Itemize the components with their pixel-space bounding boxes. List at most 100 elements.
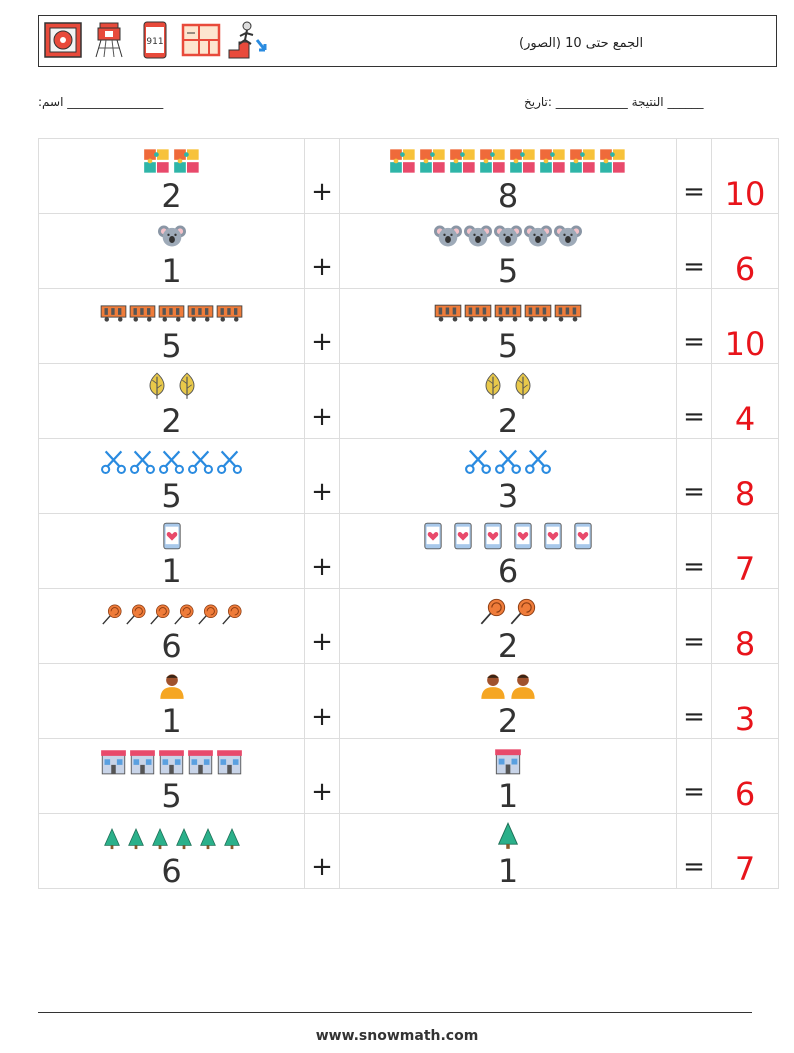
name-blank[interactable]: ________________ xyxy=(67,95,164,109)
equals-sign: = xyxy=(683,402,705,432)
plus-cell: + xyxy=(304,438,340,514)
score-label: النتيجة xyxy=(631,95,664,109)
score-blank[interactable]: ____________ xyxy=(555,95,628,109)
koala-icon xyxy=(464,222,492,254)
shop-icon xyxy=(129,748,156,779)
answer-cell[interactable]: 6 xyxy=(711,738,779,814)
answer: 3 xyxy=(734,700,756,738)
lollipop-icon xyxy=(197,603,219,629)
addend-b-pictures xyxy=(340,822,676,854)
floor-plan-icon xyxy=(181,20,221,60)
plus-sign: + xyxy=(311,777,333,807)
lollipop-icon xyxy=(221,603,243,629)
equals-cell: = xyxy=(676,588,712,664)
equals-cell: = xyxy=(676,438,712,514)
koala-icon xyxy=(494,222,522,254)
addend-b: 8 xyxy=(497,177,519,215)
tree-icon xyxy=(197,828,219,854)
addend-a: 2 xyxy=(161,177,182,215)
answer-cell[interactable]: 10 xyxy=(711,288,779,364)
train-wagon-icon xyxy=(158,298,185,329)
train-wagon-icon xyxy=(434,297,462,329)
addend-a: 5 xyxy=(161,327,182,365)
water-tower-icon xyxy=(89,20,129,60)
addend-a-cell: 5 xyxy=(38,438,305,514)
addend-b: 2 xyxy=(497,402,519,440)
name-label: :اسم xyxy=(38,95,64,109)
leaf-icon xyxy=(143,372,171,404)
answer-cell[interactable]: 3 xyxy=(711,663,779,739)
phone-heart-icon xyxy=(509,522,537,554)
addend-b-pictures xyxy=(340,749,676,779)
addend-b-cell: 5 xyxy=(339,213,677,289)
shop-icon xyxy=(494,747,522,779)
tree-icon xyxy=(221,828,243,854)
addend-a-cell: 5 xyxy=(38,738,305,814)
addend-b: 2 xyxy=(497,627,519,665)
answer-cell[interactable]: 7 xyxy=(711,813,779,889)
addend-b-pictures xyxy=(340,299,676,329)
footer-divider xyxy=(38,1012,752,1013)
koala-icon xyxy=(157,222,186,254)
scissors-icon xyxy=(524,447,552,479)
answer-cell[interactable]: 10 xyxy=(711,138,779,214)
plus-cell: + xyxy=(304,513,340,589)
plus-sign: + xyxy=(311,627,333,657)
addend-a-cell: 6 xyxy=(38,813,305,889)
plus-cell: + xyxy=(304,663,340,739)
plus-sign: + xyxy=(311,552,333,582)
plus-cell: + xyxy=(304,738,340,814)
scissors-icon xyxy=(464,447,492,479)
answer: 8 xyxy=(734,625,756,663)
date-label: :تاريخ xyxy=(524,95,552,109)
equals-sign: = xyxy=(683,702,705,732)
scissors-icon xyxy=(129,448,156,479)
leaf-icon xyxy=(479,372,507,404)
answer-cell[interactable]: 7 xyxy=(711,513,779,589)
addend-b: 1 xyxy=(497,777,519,815)
person-icon xyxy=(158,672,186,704)
answer-cell[interactable]: 4 xyxy=(711,363,779,439)
puzzle-icon xyxy=(449,147,477,179)
equals-sign: = xyxy=(683,552,705,582)
koala-icon xyxy=(554,222,582,254)
problem-row: 6 + 1 = 7 xyxy=(38,813,779,890)
addend-b: 6 xyxy=(497,552,519,590)
plus-cell: + xyxy=(304,213,340,289)
tree-icon xyxy=(494,822,522,854)
lollipop-icon xyxy=(173,603,195,629)
addend-b: 1 xyxy=(497,852,519,890)
header-box: 911 (الجمع حتى 10 (الصور xyxy=(38,15,777,67)
equals-sign: = xyxy=(683,627,705,657)
train-wagon-icon xyxy=(464,297,492,329)
lollipop-icon xyxy=(149,603,171,629)
equals-cell: = xyxy=(676,363,712,439)
puzzle-icon xyxy=(389,147,417,179)
answer: 6 xyxy=(734,250,756,288)
problem-row: 2 + 2 = 4 xyxy=(38,363,779,440)
date-blank[interactable]: ______ xyxy=(667,95,704,109)
addend-b-pictures xyxy=(340,372,676,404)
answer-cell[interactable]: 8 xyxy=(711,588,779,664)
addend-b-pictures xyxy=(340,674,676,704)
answer-cell[interactable]: 8 xyxy=(711,438,779,514)
alarm-button-icon xyxy=(43,20,83,60)
addend-b: 3 xyxy=(497,477,519,515)
footer-url[interactable]: www.snowmath.com xyxy=(315,1028,479,1044)
addend-a-cell: 1 xyxy=(38,663,305,739)
addend-a-pictures xyxy=(39,824,304,854)
plus-cell: + xyxy=(304,138,340,214)
problem-row: 5 + 1 = 6 xyxy=(38,738,779,815)
scissors-icon xyxy=(158,448,185,479)
svg-text:911: 911 xyxy=(146,37,163,47)
phone-heart-icon xyxy=(449,522,477,554)
answer: 10 xyxy=(724,325,766,363)
train-wagon-icon xyxy=(494,297,522,329)
plus-sign: + xyxy=(311,477,333,507)
tree-icon xyxy=(125,828,147,854)
scissors-icon xyxy=(494,447,522,479)
answer-cell[interactable]: 6 xyxy=(711,213,779,289)
addend-a-pictures xyxy=(39,224,304,254)
equals-cell: = xyxy=(676,663,712,739)
page-title: (الجمع حتى 10 (الصور xyxy=(519,36,644,51)
